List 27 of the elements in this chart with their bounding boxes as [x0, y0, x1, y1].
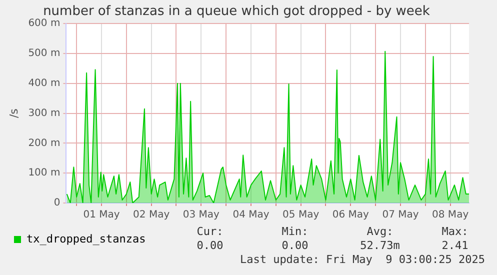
x-tick-label: 04 May: [232, 210, 270, 221]
y-tick-label: 100 m: [28, 168, 60, 179]
text: 2.41: [442, 239, 468, 252]
x-tick-label: 02 May: [133, 210, 170, 221]
x-tick-label: 07 May: [382, 210, 419, 221]
legend-label: tx_dropped_stanzas: [26, 232, 146, 246]
x-tick-label: 03 May: [182, 210, 220, 221]
text: Min:: [282, 225, 308, 238]
text: Last update: Fri May 9 03:00:25 2025: [240, 253, 485, 266]
y-tick-label: 200 m: [28, 138, 60, 149]
text: 52.73m: [360, 239, 400, 252]
text: 0.00: [282, 239, 308, 252]
y-tick-label: 300 m: [28, 108, 60, 119]
y-tick-label: 0: [54, 198, 60, 209]
y-tick-label: 500 m: [28, 48, 60, 60]
y-tick-label: 400 m: [28, 78, 60, 89]
x-tick-label: 06 May: [332, 210, 370, 221]
x-tick-label: 01 May: [83, 210, 120, 221]
text: Cur:: [196, 225, 224, 238]
text: Max:: [442, 225, 468, 238]
text: Avg:: [366, 225, 394, 238]
x-tick-label: 05 May: [282, 210, 320, 221]
y-tick-label: 600 m: [28, 18, 60, 30]
y-axis-title: /s: [7, 108, 20, 118]
chart-title: number of stanzas in a queue which got dropped - by week: [43, 4, 430, 20]
text: 0.00: [196, 239, 224, 252]
x-tick-label: 08 May: [432, 210, 469, 221]
